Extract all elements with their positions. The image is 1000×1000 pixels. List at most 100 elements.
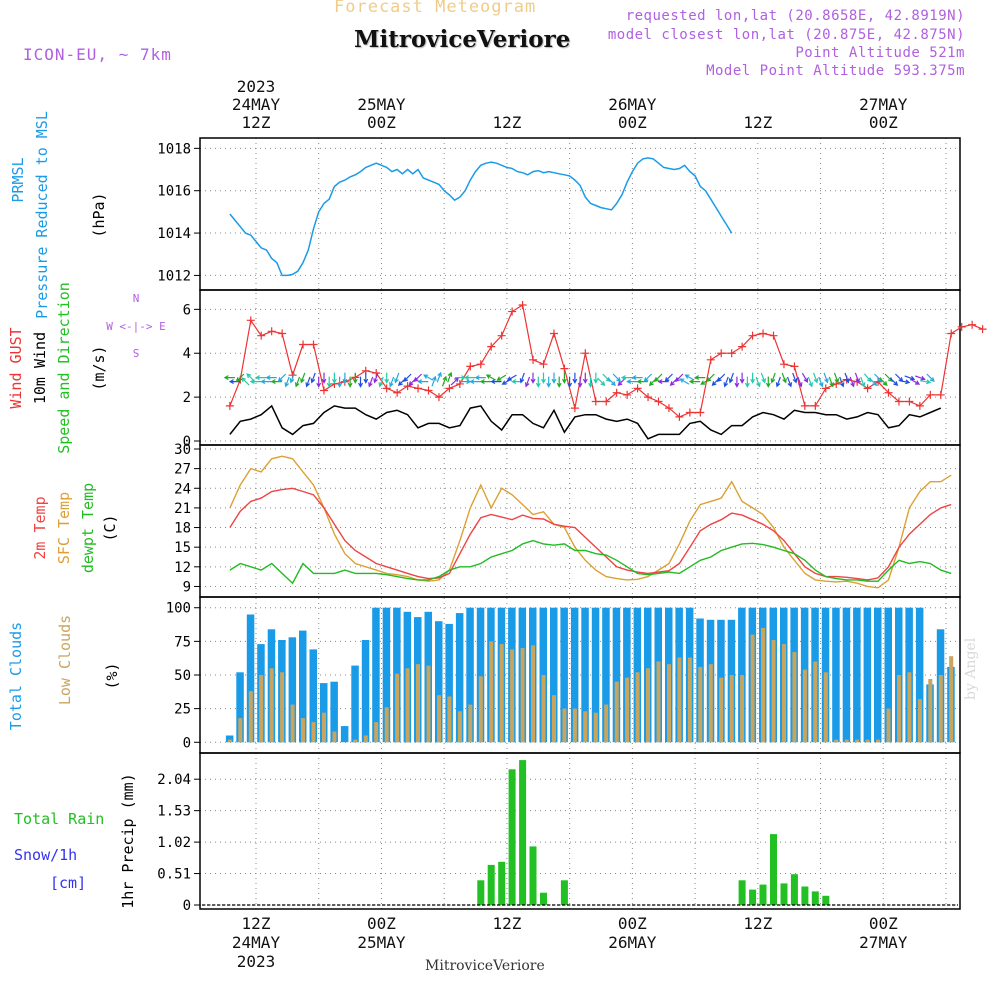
precip-bar xyxy=(759,884,767,905)
gust-marker xyxy=(623,390,632,399)
precip-tick-label: 0.51 xyxy=(157,867,191,883)
temperature-tick-label: 27 xyxy=(174,462,191,478)
gust-marker xyxy=(790,362,799,371)
total-cloud-bar xyxy=(246,614,255,743)
wind-arrow xyxy=(926,373,935,382)
wind-arrow xyxy=(657,379,669,385)
wind-arrow xyxy=(277,373,287,382)
low-cloud-bar xyxy=(353,739,358,743)
dewpt-label: dewpt Temp xyxy=(79,483,97,573)
low-cloud-bar xyxy=(363,735,368,743)
top-time-label: 00Z xyxy=(367,113,396,132)
precip-bar xyxy=(560,880,568,905)
gust-marker xyxy=(915,401,924,410)
gust-marker xyxy=(706,355,715,364)
wind-arrow xyxy=(588,376,594,388)
wind-arrow xyxy=(914,375,926,381)
wind-arrow xyxy=(561,372,567,384)
gust-label: Wind GUST xyxy=(7,327,25,408)
top-time-label: 27MAY xyxy=(859,95,908,114)
gust-marker xyxy=(549,329,558,338)
low-cloud-bar xyxy=(405,668,410,743)
low-cloud-bar xyxy=(395,673,400,743)
wind-arrow xyxy=(620,375,633,381)
total-cloud-bar xyxy=(445,623,453,743)
total-clouds-label: Total Clouds xyxy=(7,622,25,730)
gust-marker xyxy=(978,325,987,334)
wind-tick-label: 0 xyxy=(183,434,191,450)
clouds-tick-label: 50 xyxy=(174,668,191,684)
clouds-tick-label: 100 xyxy=(166,601,191,617)
total-cloud-bar xyxy=(738,607,746,743)
pressure-tick-label: 1018 xyxy=(157,141,191,157)
wind-arrow xyxy=(739,372,745,384)
low-cloud-bar xyxy=(876,739,880,743)
top-time-label: 25MAY xyxy=(357,95,406,114)
top-time-label: 2023 xyxy=(237,77,276,96)
wind-arrow xyxy=(556,376,562,388)
gust-marker xyxy=(947,329,956,338)
wind-arrow xyxy=(631,375,643,381)
wind-arrow xyxy=(765,376,771,388)
bottom-time-label: 12Z xyxy=(492,914,521,933)
wind-arrow xyxy=(920,379,932,385)
watermark: by Angel xyxy=(963,637,979,700)
wind-arrow xyxy=(723,376,729,388)
temperature-tick-label: 24 xyxy=(174,481,191,497)
point-altitude: Point Altitude 521m xyxy=(795,45,965,61)
gust-marker xyxy=(685,408,694,417)
wind-arrow xyxy=(612,373,622,382)
wind-arrow xyxy=(797,376,803,388)
wind-arrow xyxy=(807,376,813,388)
precip-bar xyxy=(770,834,777,905)
total-cloud-bar xyxy=(591,607,600,743)
wind-arrow xyxy=(874,373,883,382)
pressure-unit-label: (hPa) xyxy=(90,192,108,237)
wind-arrow xyxy=(546,376,552,388)
low-cloud-bar xyxy=(248,691,253,743)
dewpt-line xyxy=(229,539,952,585)
gust-marker xyxy=(581,349,590,358)
wind-arrow xyxy=(305,376,311,388)
total-cloud-bar xyxy=(863,607,872,743)
wind-arrow xyxy=(235,373,245,382)
gust-marker xyxy=(518,300,527,309)
low-cloud-bar xyxy=(834,739,839,743)
pressure-tick-label: 1012 xyxy=(157,268,191,284)
gust-marker xyxy=(696,408,705,417)
clouds-tick-label: 75 xyxy=(174,634,191,650)
wind-arrow xyxy=(363,372,369,384)
low-cloud-bar xyxy=(667,664,671,743)
pressure-label: Pressure Reduced to MSL xyxy=(33,111,51,319)
wind-arrow xyxy=(823,372,829,384)
total-cloud-bar xyxy=(236,672,244,743)
low-cloud-bar xyxy=(259,675,264,743)
low-cloud-bar xyxy=(656,661,661,743)
temperature-tick-label: 9 xyxy=(183,579,191,595)
top-time-label: 24MAY xyxy=(232,95,281,114)
total-rain-label: Total Rain xyxy=(14,810,104,828)
low-cloud-bar xyxy=(520,648,525,743)
wind-arrow xyxy=(413,373,423,382)
wind-arrow xyxy=(358,376,364,388)
wind-arrow xyxy=(294,376,301,388)
sfc-temp-label: SFC Temp xyxy=(55,492,73,564)
total-cloud-bar xyxy=(915,607,924,743)
gust-marker xyxy=(445,384,454,393)
precip-bar xyxy=(498,861,506,905)
wind-arrow xyxy=(716,373,726,382)
low-cloud-bar xyxy=(865,739,870,743)
model-altitude: Model Point Altitude 593.375m xyxy=(706,63,965,79)
wind-arrow xyxy=(431,375,437,387)
wind-arrow xyxy=(904,375,916,381)
clouds-tick-label: 0 xyxy=(183,735,191,751)
precip-tick-label: 2.04 xyxy=(157,772,191,788)
wind-arrow xyxy=(577,376,583,388)
low-cloud-bar xyxy=(280,672,285,743)
temperature-tick-label: 15 xyxy=(174,540,191,556)
low-cloud-bar xyxy=(478,676,483,743)
gust-marker xyxy=(800,401,809,410)
temperature-tick-label: 12 xyxy=(174,560,191,576)
wind-arrow xyxy=(368,376,374,388)
gust-marker xyxy=(633,384,642,393)
